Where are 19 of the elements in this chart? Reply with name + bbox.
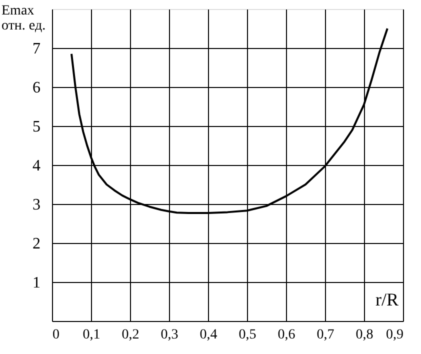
x-tick-label: 0,1 [82, 328, 100, 342]
y-tick-label: 7 [32, 40, 40, 58]
x-axis-title: r/R [375, 290, 398, 310]
y-tick-label: 2 [32, 236, 40, 252]
y-axis-title: Emax отн. ед. [2, 4, 46, 34]
x-tick-label: 0,5 [238, 328, 256, 342]
x-tick-label: 0,3 [160, 328, 178, 342]
x-tick-label: 0,7 [316, 328, 334, 342]
y-tick-label: 3 [32, 196, 40, 214]
x-tick-label: 0 [52, 328, 60, 342]
y-tick-label: 1 [32, 274, 40, 292]
x-tick-label: 0,9 [386, 328, 404, 342]
y-tick-label: 6 [32, 80, 40, 96]
x-tick-label: 0,6 [278, 328, 296, 342]
y-tick-label: 4 [32, 158, 40, 174]
y-tick-label: 5 [32, 118, 40, 136]
x-tick-label: 0,2 [122, 328, 140, 342]
x-tick-label: 0,8 [356, 328, 374, 342]
x-tick-label: 0,4 [200, 328, 218, 342]
